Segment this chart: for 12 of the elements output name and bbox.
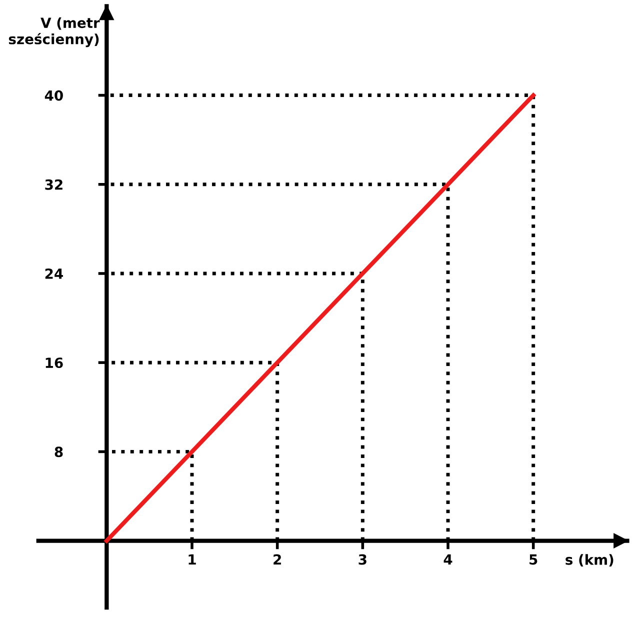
y-tick-label: 40 [44, 90, 63, 101]
x-tick-label: 3 [358, 554, 366, 565]
x-tick-label: 1 [188, 554, 196, 565]
x-tick-label: 2 [274, 554, 281, 565]
y-axis-title: V (metr sześcienny) [8, 17, 100, 48]
y-tick-label: 32 [45, 179, 62, 190]
x-axis-title: s (km) [566, 554, 614, 567]
y-tick-label: 8 [54, 446, 63, 458]
y-tick-label: 16 [46, 358, 63, 368]
x-tick-label: 5 [530, 554, 538, 565]
x-tick-label: 4 [444, 554, 452, 565]
y-tick-label: 24 [45, 268, 63, 279]
